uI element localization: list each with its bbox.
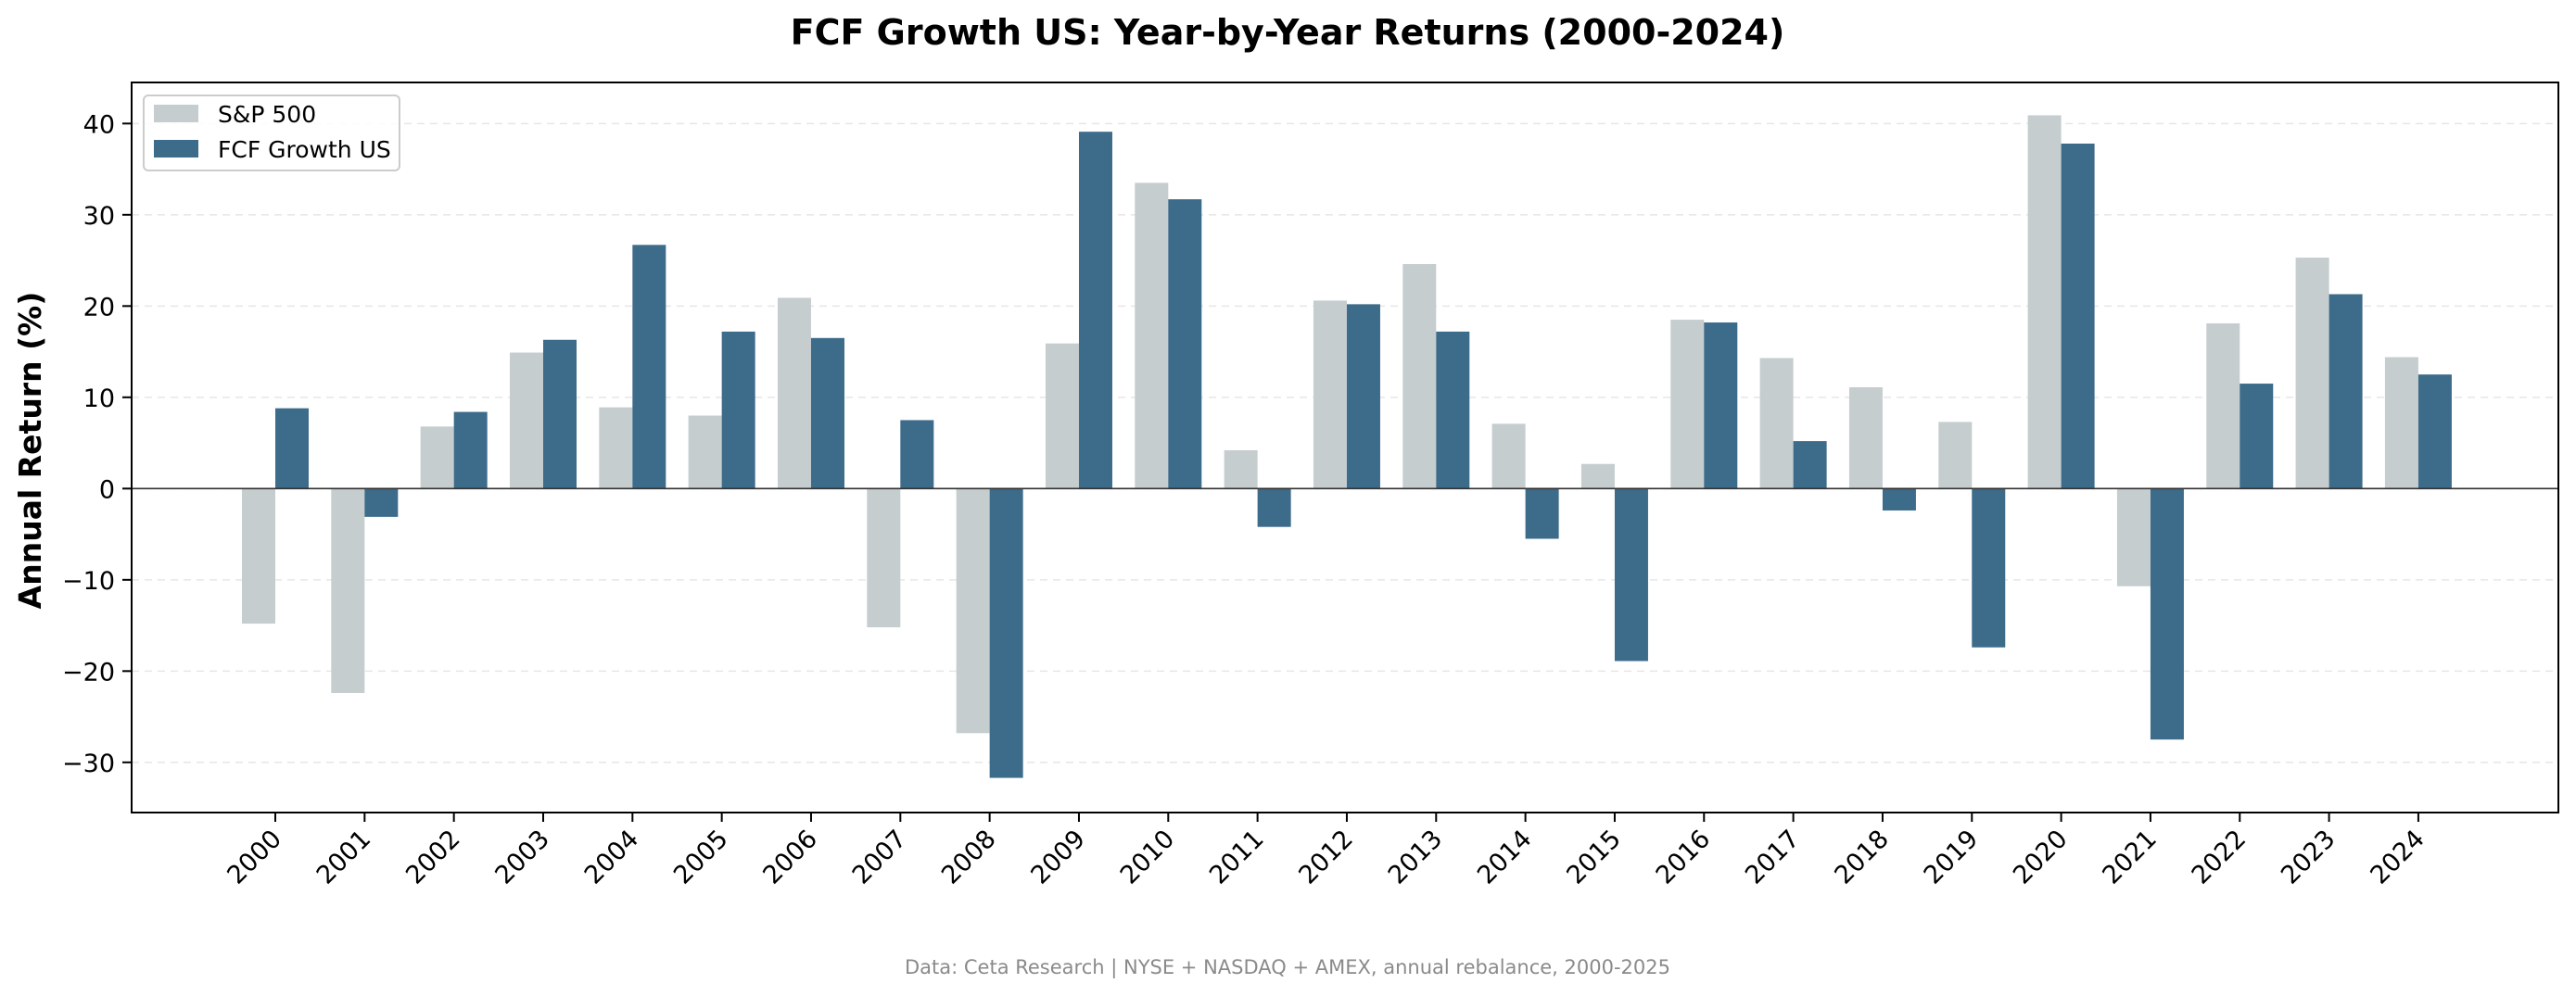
bar-sp500-2019 <box>1938 422 1973 489</box>
bar-sp500-2018 <box>1848 386 1883 489</box>
bar-fcf-growth-us-2012 <box>1346 304 1380 489</box>
legend: S&P 500 FCF Growth US <box>143 95 400 171</box>
legend-swatch-sp500 <box>154 105 198 122</box>
x-tick-label-2023: 2023 <box>2276 825 2341 890</box>
bar-sp500-2016 <box>1670 320 1705 489</box>
x-tick-label-2011: 2011 <box>1204 825 1270 890</box>
x-tick-label-2014: 2014 <box>1472 825 1538 890</box>
bar-sp500-2013 <box>1402 264 1437 489</box>
bar-sp500-2005 <box>688 415 722 489</box>
plot-frame <box>131 82 2559 813</box>
bar-fcf-growth-us-2002 <box>453 411 488 489</box>
bar-fcf-growth-us-2022 <box>2240 384 2274 489</box>
x-tick-label-2004: 2004 <box>579 825 645 890</box>
bar-sp500-2015 <box>1580 463 1615 489</box>
x-tick-label-2009: 2009 <box>1025 825 1091 890</box>
x-tick-label-2015: 2015 <box>1561 825 1627 890</box>
x-tick-label-2018: 2018 <box>1829 825 1895 890</box>
bar-sp500-2009 <box>1045 343 1079 489</box>
legend-label-fcf-growth-us: FCF Growth US <box>218 136 391 163</box>
legend-label-sp500: S&P 500 <box>218 101 316 128</box>
x-tick-label-2007: 2007 <box>847 825 913 890</box>
bar-fcf-growth-us-2005 <box>721 331 755 489</box>
bar-sp500-2002 <box>420 426 454 489</box>
bar-sp500-2024 <box>2384 357 2418 489</box>
bar-fcf-growth-us-2003 <box>542 339 577 489</box>
bar-sp500-2004 <box>599 407 633 489</box>
source-footnote: Data: Ceta Research | NYSE + NASDAQ + AM… <box>905 956 1670 979</box>
bar-sp500-2000 <box>242 488 275 624</box>
bar-fcf-growth-us-2010 <box>1168 199 1202 489</box>
x-tick-label-2022: 2022 <box>2187 825 2252 890</box>
bar-fcf-growth-us-2018 <box>1882 488 1916 511</box>
bar-fcf-growth-us-2024 <box>2417 374 2452 489</box>
x-tick-label-2016: 2016 <box>1651 825 1717 890</box>
y-tick-label: −30 <box>62 750 115 778</box>
y-tick-label: −20 <box>62 658 115 687</box>
bar-sp500-2014 <box>1491 423 1526 489</box>
bar-fcf-growth-us-2004 <box>632 245 666 489</box>
bar-sp500-2022 <box>2206 323 2240 489</box>
x-tick-label-2000: 2000 <box>222 825 287 890</box>
bar-fcf-growth-us-2008 <box>989 488 1023 778</box>
bar-fcf-growth-us-2015 <box>1614 488 1648 662</box>
bar-fcf-growth-us-2017 <box>1793 441 1827 489</box>
x-tick-label-2017: 2017 <box>1740 825 1806 890</box>
y-tick-label: 30 <box>83 202 115 231</box>
bar-sp500-2007 <box>867 488 901 628</box>
x-axis-ticks: 2000 2001 2002 2003 2004 2005 2006 2007 2008 2009… <box>222 813 2430 890</box>
bar-sp500-2006 <box>777 297 811 489</box>
bar-fcf-growth-us-2009 <box>1078 132 1112 489</box>
bar-sp500-2008 <box>956 488 990 734</box>
bars <box>242 115 2452 778</box>
bar-sp500-2017 <box>1759 358 1794 489</box>
x-tick-label-2002: 2002 <box>400 825 466 890</box>
x-tick-label-2003: 2003 <box>489 825 555 890</box>
legend-box <box>143 95 400 171</box>
x-tick-label-2006: 2006 <box>757 825 823 890</box>
bar-sp500-2010 <box>1135 183 1169 489</box>
bar-sp500-2020 <box>2027 115 2062 489</box>
x-tick-label-2020: 2020 <box>2008 825 2074 890</box>
bar-fcf-growth-us-2001 <box>364 488 399 517</box>
bar-sp500-2023 <box>2295 258 2329 489</box>
x-tick-label-2024: 2024 <box>2365 825 2430 890</box>
bar-fcf-growth-us-2021 <box>2150 488 2184 740</box>
bar-fcf-growth-us-2006 <box>810 337 844 489</box>
bar-sp500-2003 <box>509 352 543 489</box>
y-tick-label: 0 <box>99 475 115 504</box>
bar-fcf-growth-us-2014 <box>1525 488 1559 539</box>
bar-fcf-growth-us-2023 <box>2329 294 2363 489</box>
chart-title: FCF Growth US: Year-by-Year Returns (200… <box>791 12 1785 53</box>
x-tick-label-2001: 2001 <box>311 825 377 890</box>
x-tick-label-2013: 2013 <box>1383 825 1449 890</box>
bar-fcf-growth-us-2011 <box>1257 488 1291 527</box>
y-axis-label: Annual Return (%) <box>12 292 48 610</box>
x-tick-label-2008: 2008 <box>936 825 1002 890</box>
bar-fcf-growth-us-2007 <box>900 420 934 489</box>
y-tick-label: 40 <box>83 110 115 139</box>
x-tick-label-2010: 2010 <box>1115 825 1181 890</box>
y-tick-label: 20 <box>83 293 115 321</box>
bar-fcf-growth-us-2019 <box>1972 488 2006 648</box>
bar-sp500-2012 <box>1313 300 1347 489</box>
y-axis-ticks: −30 −20 −10 0 10 20 30 40 <box>62 110 132 778</box>
bar-fcf-growth-us-2016 <box>1704 322 1738 489</box>
legend-swatch-fcf-growth-us <box>154 140 198 158</box>
x-tick-label-2012: 2012 <box>1293 825 1359 890</box>
y-tick-label: −10 <box>62 567 115 596</box>
bar-fcf-growth-us-2020 <box>2061 143 2095 489</box>
bar-sp500-2011 <box>1224 449 1258 489</box>
bar-fcf-growth-us-2000 <box>275 408 309 489</box>
bar-sp500-2021 <box>2116 488 2151 586</box>
bar-sp500-2001 <box>331 488 365 693</box>
x-tick-label-2019: 2019 <box>1919 825 1985 890</box>
x-tick-label-2005: 2005 <box>668 825 734 890</box>
x-tick-label-2021: 2021 <box>2097 825 2163 890</box>
y-tick-label: 10 <box>83 385 115 413</box>
bar-fcf-growth-us-2013 <box>1436 331 1470 489</box>
